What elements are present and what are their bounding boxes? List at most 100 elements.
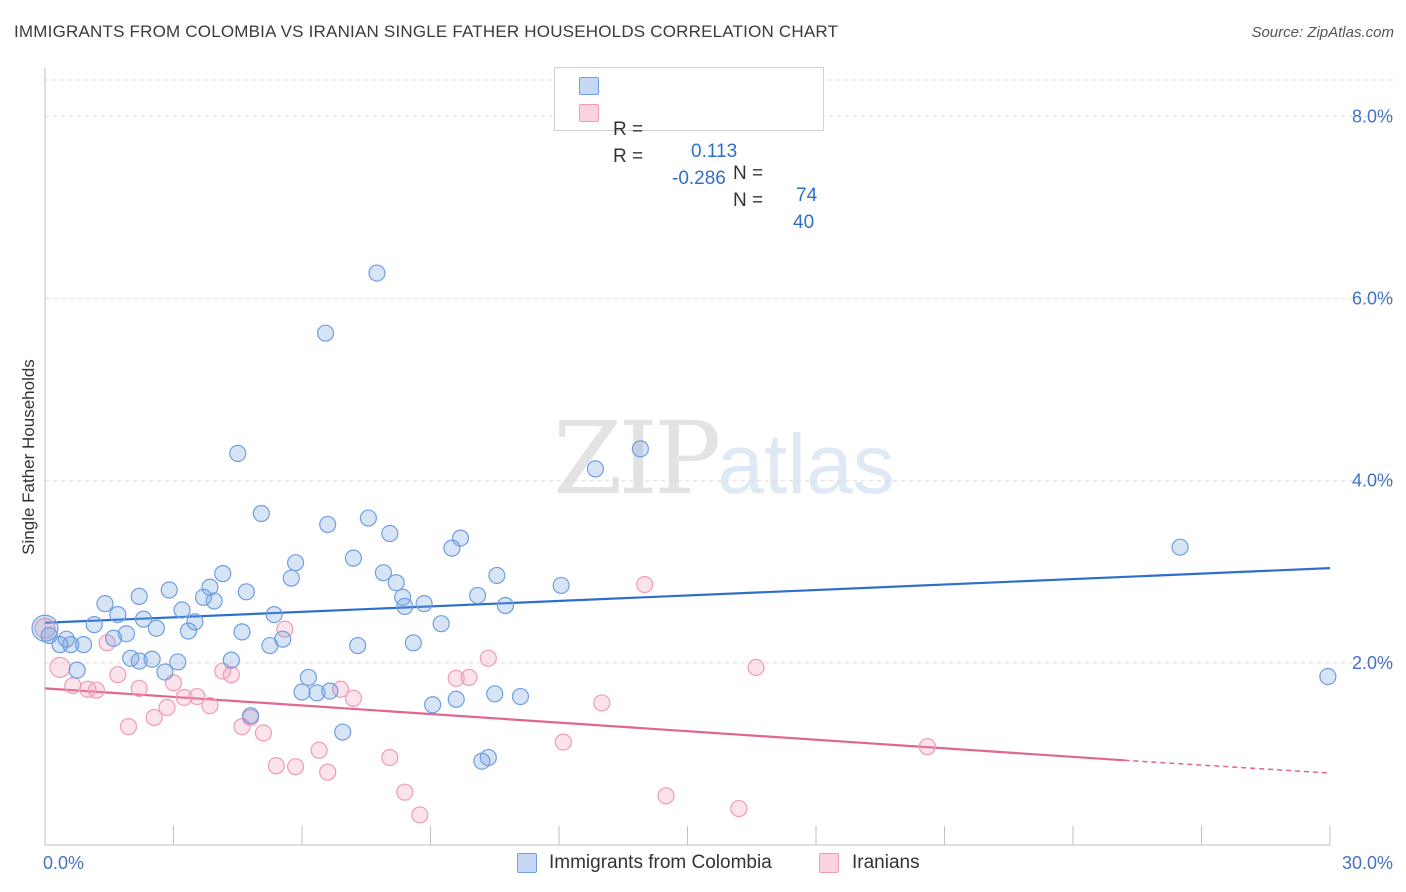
point-iranians [145,708,163,727]
axis-labels: 2.0% 4.0% 6.0% 8.0% 0.0% 30.0% Single Father H… [19,106,1393,873]
legend-n-label: N = [733,163,764,184]
chart-title: IMMIGRANTS FROM COLOMBIA VS IRANIAN SING… [14,22,839,41]
point-colombia [344,549,362,567]
point-colombia [229,444,247,462]
point-iranians [64,677,82,695]
point-colombia [160,581,178,599]
legend-n-label: N = [733,190,764,211]
legend-r-value: 0.113 [691,141,738,162]
x-tick-label: 0.0% [43,853,84,873]
point-colombia [496,596,515,615]
point-iranians [636,575,654,594]
legend-swatch-blue [579,77,599,95]
point-colombia [117,625,135,643]
point-iranians [747,658,765,677]
legend-label-colombia: Immigrants from Colombia [549,852,772,873]
point-colombia [169,653,187,671]
point-colombia [130,587,148,605]
legend-n-value: 40 [793,212,815,233]
point-colombia [469,586,487,605]
data-points [31,264,1337,824]
trend-lines [44,567,1331,774]
point-colombia [242,707,260,725]
point-colombia [396,597,414,615]
point-iranians [310,741,328,759]
point-colombia [488,566,506,585]
point-iranians [381,748,399,767]
series-legend: Immigrants from Colombia Iranians [0,852,1406,878]
point-iranians [396,783,414,801]
point-colombia [85,616,103,634]
point-colombia [479,748,497,767]
point-colombia [359,509,377,527]
legend-row-colombia: R = 0.113 N = 74 [579,75,817,206]
point-colombia [1319,667,1337,686]
legend-swatch-blue [517,853,537,873]
point-iranians [188,687,206,706]
point-colombia [424,696,442,714]
point-colombia [1171,538,1189,556]
point-colombia [104,629,123,647]
legend-r-value: -0.286 [672,168,726,189]
point-colombia [368,264,386,282]
point-iranians [593,694,611,712]
point-colombia [265,605,283,624]
point-colombia [179,622,198,640]
legend-n-value: 74 [796,185,818,206]
point-colombia [156,663,174,681]
point-iranians [730,799,748,818]
point-iranians [119,718,138,736]
point-iranians [175,688,193,707]
point-colombia [109,605,127,624]
point-colombia [214,565,232,583]
point-colombia [415,595,433,613]
y-tick-label: 8.0% [1352,106,1393,126]
point-colombia [308,684,326,702]
point-colombia [349,636,367,655]
point-iranians [319,763,337,781]
point-iranians [554,733,572,751]
point-colombia [74,636,93,654]
legend-r-label: R = [613,119,644,140]
legend-row-iranians: R = -0.286 N = 40 [579,102,814,233]
point-colombia [62,636,80,654]
legend-label-iranians: Iranians [852,852,920,873]
trend-line-colombia [44,567,1331,624]
point-iranians [344,689,362,707]
point-iranians [460,668,478,687]
point-colombia [194,588,213,606]
point-colombia [586,460,605,478]
point-colombia [134,610,153,628]
trend-line-iranians [44,687,1125,762]
point-colombia [274,630,292,648]
legend-swatch-pink [579,104,599,122]
point-iranians [331,680,350,698]
point-iranians [158,698,176,717]
point-iranians [918,738,936,756]
point-colombia [293,683,311,701]
y-axis-label: Single Father Households [19,359,38,555]
point-colombia [374,564,392,582]
point-iranians [201,697,219,715]
y-tick-label: 6.0% [1352,289,1393,309]
point-colombia [143,650,161,668]
point-colombia [511,687,530,706]
point-colombia [201,578,219,596]
trend-line-iranians-extension [1124,759,1331,774]
point-iranians [479,649,497,667]
legend-swatch-pink [819,853,839,873]
point-colombia [147,619,165,637]
point-iranians [130,679,148,697]
legend-r-label: R = [613,146,644,167]
point-colombia [205,592,223,610]
point-colombia [299,668,318,687]
point-iranians [254,724,273,742]
point-iranians [49,656,71,679]
point-iranians [222,666,240,684]
point-colombia [237,583,255,601]
point-iranians [286,758,305,776]
point-colombia [316,324,335,342]
point-iranians [447,669,465,687]
point-colombia [334,723,352,741]
point-colombia [68,661,86,679]
